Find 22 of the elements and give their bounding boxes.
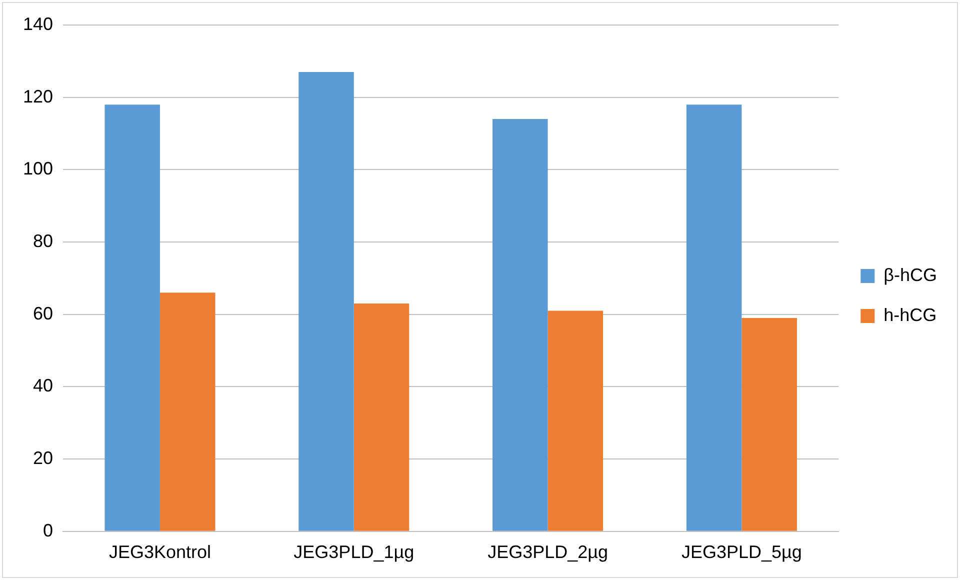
bar (492, 119, 548, 531)
bar (354, 304, 410, 531)
y-tick-label: 120 (22, 86, 54, 106)
bar (298, 72, 354, 531)
x-tick-label: JEG3PLD_1µg (294, 542, 414, 562)
y-tick-label: 60 (33, 303, 54, 324)
y-tick-label: 0 (43, 520, 54, 540)
bar (686, 104, 742, 531)
x-tick-label: JEG3PLD_2µg (488, 542, 608, 562)
y-tick-label: 80 (33, 230, 54, 251)
x-tick-label: JEG3PLD_5µg (681, 542, 802, 562)
x-tick-label: JEG3Kontrol (108, 542, 212, 562)
y-tick-label: 40 (33, 376, 54, 396)
y-tick-label: 100 (22, 158, 54, 179)
bar (742, 318, 797, 531)
bar (548, 310, 604, 531)
y-tick-label: 20 (33, 448, 54, 468)
bar (104, 104, 160, 531)
bar (160, 292, 216, 531)
legend-label: h-hCG (884, 304, 937, 325)
legend-label: β-hCG (884, 264, 937, 285)
y-tick-label: 140 (22, 14, 54, 34)
